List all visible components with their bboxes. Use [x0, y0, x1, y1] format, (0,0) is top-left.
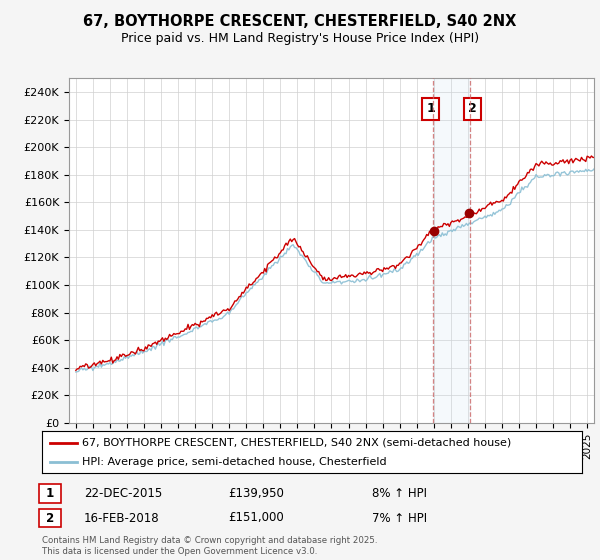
- Text: 22-DEC-2015: 22-DEC-2015: [84, 487, 162, 501]
- Text: 2: 2: [468, 102, 477, 115]
- Text: 1: 1: [42, 487, 58, 501]
- Text: £139,950: £139,950: [228, 487, 284, 501]
- Text: 2: 2: [42, 511, 58, 525]
- Text: £151,000: £151,000: [228, 511, 284, 525]
- Text: 7% ↑ HPI: 7% ↑ HPI: [372, 511, 427, 525]
- Text: Contains HM Land Registry data © Crown copyright and database right 2025.
This d: Contains HM Land Registry data © Crown c…: [42, 536, 377, 556]
- Text: 67, BOYTHORPE CRESCENT, CHESTERFIELD, S40 2NX (semi-detached house): 67, BOYTHORPE CRESCENT, CHESTERFIELD, S4…: [83, 437, 512, 447]
- Text: 67, BOYTHORPE CRESCENT, CHESTERFIELD, S40 2NX: 67, BOYTHORPE CRESCENT, CHESTERFIELD, S4…: [83, 14, 517, 29]
- Text: 16-FEB-2018: 16-FEB-2018: [84, 511, 160, 525]
- Text: 8% ↑ HPI: 8% ↑ HPI: [372, 487, 427, 501]
- Text: 1: 1: [427, 102, 435, 115]
- Text: HPI: Average price, semi-detached house, Chesterfield: HPI: Average price, semi-detached house,…: [83, 457, 387, 467]
- Text: Price paid vs. HM Land Registry's House Price Index (HPI): Price paid vs. HM Land Registry's House …: [121, 32, 479, 45]
- Bar: [433, 78, 470, 423]
